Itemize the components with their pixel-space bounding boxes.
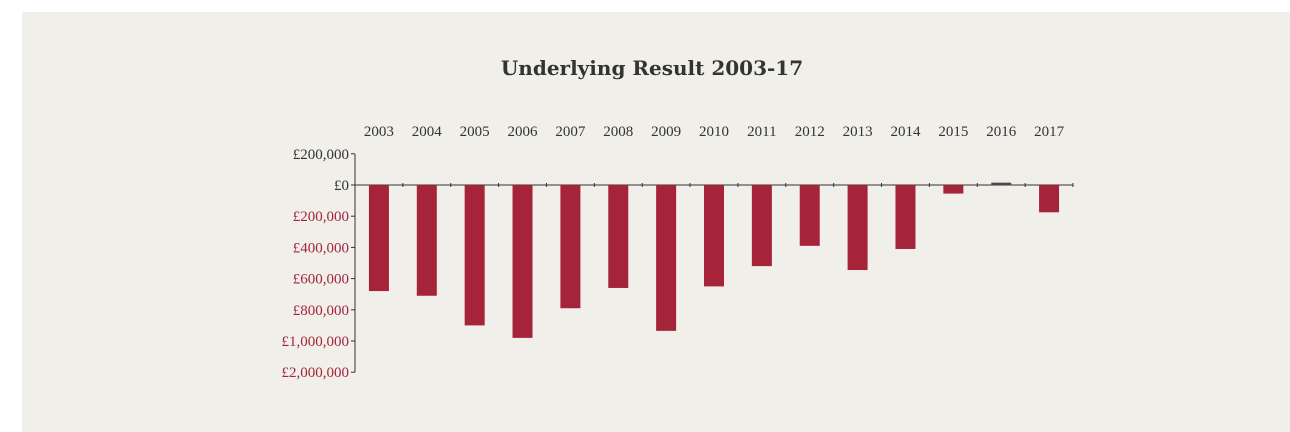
bar-2013 [847, 185, 868, 271]
x-tick-label: 2007 [555, 124, 586, 140]
bar-2007 [560, 185, 581, 309]
x-tick-label: 2012 [795, 124, 825, 140]
x-tick-label: 2003 [364, 124, 394, 140]
bar-2011 [751, 185, 772, 267]
x-tick-label: 2011 [747, 124, 776, 140]
bar-2016 [991, 182, 1012, 185]
bar-2009 [656, 185, 677, 331]
y-tick-label: £2,000,000 [282, 365, 350, 381]
x-tick-label: 2006 [508, 124, 539, 140]
bar-2012 [799, 185, 820, 246]
x-tick-label: 2008 [603, 124, 633, 140]
y-tick-label: £400,000 [293, 240, 349, 256]
y-tick-label: £200,000 [293, 209, 349, 225]
x-tick-label: 2017 [1034, 124, 1065, 140]
x-tick-label: 2009 [651, 124, 681, 140]
y-tick-label: £800,000 [293, 303, 349, 319]
y-tick-label: £1,000,000 [282, 334, 350, 350]
x-tick-label: 2016 [986, 124, 1017, 140]
y-tick-label: £0 [334, 178, 349, 194]
bar-2014 [895, 185, 916, 249]
bar-2003 [368, 185, 389, 292]
x-tick-label: 2010 [699, 124, 729, 140]
bar-2004 [416, 185, 437, 296]
bar-2005 [464, 185, 485, 326]
bar-2017 [1039, 185, 1060, 213]
bar-2015 [943, 185, 964, 194]
x-tick-label: 2013 [843, 124, 873, 140]
bar-2006 [512, 185, 533, 338]
chart-title: Underlying Result 2003-17 [500, 56, 804, 80]
x-tick-label: 2014 [890, 124, 921, 140]
y-tick-label: £200,000 [293, 147, 349, 163]
bar-2010 [704, 185, 724, 287]
x-tick-label: 2004 [412, 124, 443, 140]
x-tick-label: 2005 [460, 124, 490, 140]
bar-2008 [608, 185, 629, 288]
chart-background [22, 12, 1290, 432]
y-tick-label: £600,000 [293, 272, 349, 288]
x-tick-label: 2015 [938, 124, 968, 140]
